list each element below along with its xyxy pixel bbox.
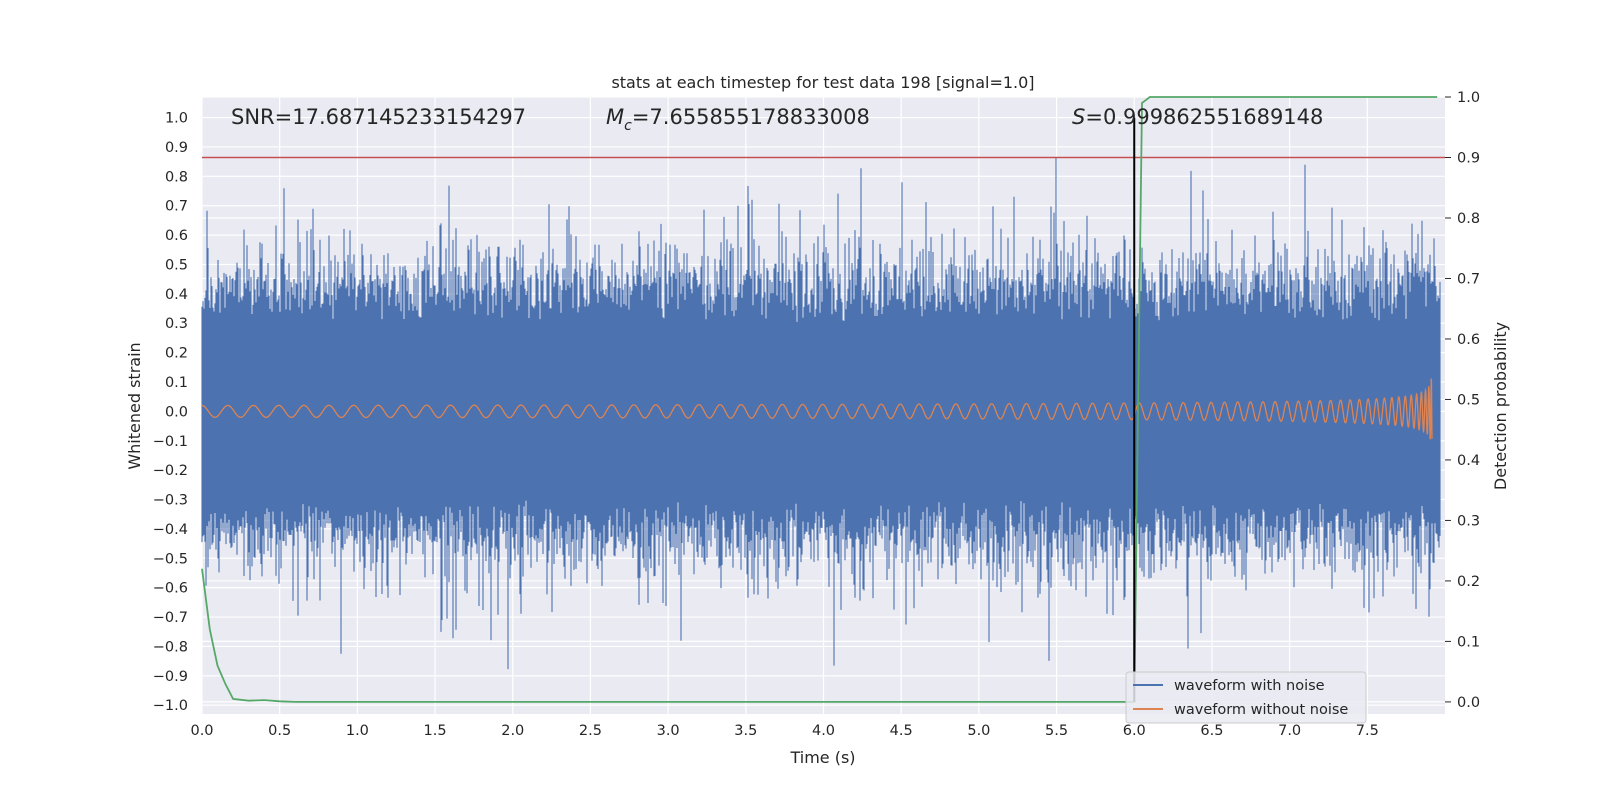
x-tick-label: 7.0	[1278, 723, 1301, 739]
legend-label-noise: waveform with noise	[1174, 678, 1325, 694]
y2-tick-label: 0.2	[1457, 574, 1480, 590]
y2-tick-label: 1.0	[1457, 90, 1480, 106]
chirp-mass-annotation: Mc=7.655855178833008	[606, 105, 870, 134]
y2-tick-label: 0.0	[1457, 695, 1480, 711]
x-tick-label: 4.5	[890, 723, 913, 739]
legend: waveform with noise waveform without noi…	[1125, 671, 1367, 724]
x-tick-label: 1.5	[424, 723, 447, 739]
y-tick-label: −0.5	[153, 551, 188, 567]
legend-label-clean: waveform without noise	[1174, 702, 1348, 718]
snr-annotation: SNR=17.687145233154297	[231, 105, 526, 129]
y-tick-label: −0.8	[153, 639, 188, 655]
y2-tick-label: 0.5	[1457, 392, 1480, 408]
y-tick-label: −0.3	[153, 493, 188, 509]
y-tick-label: −0.9	[153, 669, 188, 685]
y2-tick-label: 0.3	[1457, 513, 1480, 529]
score-annotation: S=0.999862551689148	[1072, 105, 1323, 129]
x-tick-label: 6.5	[1200, 723, 1223, 739]
x-tick-label: 1.0	[346, 723, 369, 739]
chirp-mass-symbol: M	[606, 105, 624, 129]
chart-title: stats at each timestep for test data 198…	[611, 73, 1034, 92]
y-tick-label: 0.2	[165, 346, 188, 362]
x-tick-label: 5.5	[1045, 723, 1068, 739]
chirp-mass-value: =7.655855178833008	[632, 105, 870, 129]
y-tick-label: −0.1	[153, 434, 188, 450]
y2-tick-label: 0.6	[1457, 332, 1480, 348]
y-tick-label: −0.4	[153, 522, 188, 538]
x-tick-label: 3.5	[734, 723, 757, 739]
x-tick-label: 0.5	[268, 723, 291, 739]
x-tick-label: 3.0	[657, 723, 680, 739]
y2-tick-label: 0.4	[1457, 453, 1480, 469]
series-detection-probability	[201, 96, 1438, 703]
y-tick-label: 0.6	[165, 228, 188, 244]
chirp-mass-subscript: c	[624, 118, 632, 134]
y-tick-label: −0.2	[153, 463, 188, 479]
x-tick-label: 0.0	[190, 723, 213, 739]
y-tick-label: 0.9	[165, 140, 188, 156]
y-tick-label: −0.7	[153, 610, 188, 626]
y-tick-label: 0.1	[165, 375, 188, 391]
y-tick-label: 0.3	[165, 316, 188, 332]
series-waveform-with-noise	[201, 157, 1441, 670]
y-tick-label: 0.8	[165, 169, 188, 185]
score-symbol: S	[1072, 105, 1085, 129]
y-tick-label: 0.0	[165, 404, 188, 420]
y-axis-label: Whitened strain	[125, 342, 144, 469]
legend-box	[1125, 671, 1367, 724]
x-axis-label: Time (s)	[789, 748, 855, 767]
series-waveform-without-noise	[202, 378, 1433, 440]
y2-tick-label: 0.9	[1457, 150, 1480, 166]
x-tick-label: 2.5	[579, 723, 602, 739]
score-value: =0.999862551689148	[1085, 105, 1323, 129]
y-tick-label: 1.0	[165, 111, 188, 127]
y-tick-label: −1.0	[153, 698, 188, 714]
y2-axis-label: Detection probability	[1491, 322, 1510, 490]
y2-tick-label: 0.7	[1457, 271, 1480, 287]
x-tick-label: 4.0	[812, 723, 835, 739]
plot-area	[201, 96, 1445, 703]
y-tick-label: −0.6	[153, 581, 188, 597]
ticks: 0.0 0.5 1.0 1.5 2.0 2.5 3.0 3.5 4.0 4.5 5.0 5.5 6.0 6…	[153, 90, 1480, 739]
y-tick-label: 0.5	[165, 257, 188, 273]
y-tick-label: 0.7	[165, 199, 188, 215]
x-tick-label: 2.0	[501, 723, 524, 739]
y-tick-label: 0.4	[165, 287, 188, 303]
x-tick-label: 7.5	[1356, 723, 1379, 739]
x-tick-label: 6.0	[1123, 723, 1146, 739]
y2-tick-label: 0.8	[1457, 211, 1480, 227]
y2-tick-label: 0.1	[1457, 634, 1480, 650]
x-tick-label: 5.0	[967, 723, 990, 739]
